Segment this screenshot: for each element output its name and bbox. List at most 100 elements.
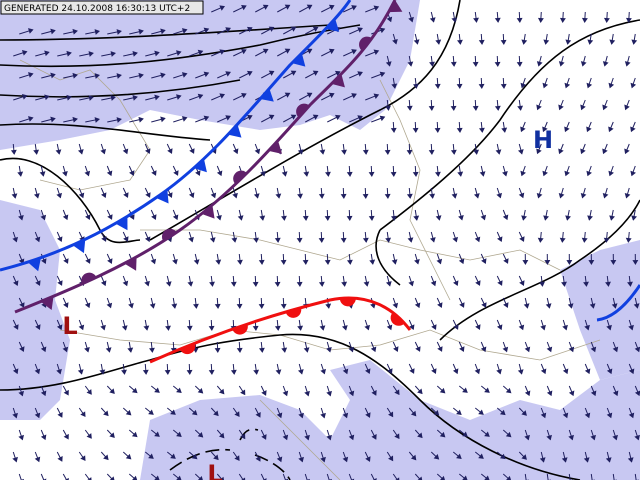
wind-arrow-head — [18, 390, 24, 397]
wind-arrow-head — [478, 39, 485, 45]
wind-arrow-head — [28, 116, 34, 122]
wind-arrow-head — [319, 325, 326, 331]
wind-arrow-head — [142, 369, 149, 375]
wind-arrow-head — [225, 27, 231, 33]
wind-arrow-head — [406, 105, 413, 111]
wind-arrow-head — [57, 280, 63, 286]
wind-arrow-head — [584, 368, 591, 375]
wind-arrow-head — [630, 126, 636, 133]
wind-arrow-head — [520, 170, 526, 177]
wind-arrow-head — [627, 457, 634, 463]
wind-arrow-head — [606, 368, 613, 375]
wind-arrow-head — [428, 149, 435, 155]
wind-arrow-head — [611, 303, 618, 309]
wind-arrow-head — [191, 409, 198, 416]
wind-arrow-head — [297, 369, 304, 375]
wind-arrow-head — [440, 475, 445, 480]
wind-arrow-head — [342, 368, 349, 375]
wind-arrow-head — [34, 456, 41, 463]
wind-arrow-head — [306, 92, 313, 98]
wind-arrow-head — [558, 61, 565, 67]
wind-arrow-head — [80, 455, 86, 462]
wind-arrow-head — [342, 412, 349, 419]
wind-arrow-head — [478, 409, 484, 415]
wind-arrow-head — [172, 258, 178, 265]
wind-arrow-head — [171, 303, 178, 309]
wind-arrow-head — [149, 347, 155, 353]
wind-arrow-head — [164, 369, 171, 375]
wind-arrow-head — [100, 280, 107, 287]
wind-arrow-head — [390, 127, 397, 133]
wind-arrow-head — [260, 170, 266, 177]
wind-arrow-head — [631, 39, 638, 45]
wind-arrow-head — [66, 94, 72, 101]
wind-arrow-head — [496, 324, 503, 331]
wind-arrow-head — [154, 431, 160, 437]
wind-arrow-head — [559, 237, 566, 243]
wind-arrow-head — [258, 259, 265, 265]
wind-arrow-head — [624, 61, 631, 67]
wind-arrow-head — [312, 26, 319, 32]
front-triangle — [268, 140, 283, 154]
front-triangle — [260, 88, 274, 102]
wind-arrow-head — [628, 412, 635, 419]
wind-arrow-head — [252, 281, 259, 287]
wind-arrow-head — [612, 390, 619, 397]
wind-arrow — [568, 473, 571, 480]
wind-arrow-head — [609, 215, 615, 221]
border — [379, 79, 451, 301]
wind-arrow-head — [379, 27, 386, 34]
wind-arrow-head — [252, 325, 259, 331]
wind-arrows — [10, 4, 640, 480]
wind-arrow-head — [302, 215, 309, 221]
wind-arrow-head — [435, 215, 442, 221]
wind-arrow-head — [605, 281, 611, 287]
wind-arrow-head — [241, 4, 247, 11]
wind-arrow-head — [478, 127, 485, 133]
wind-arrow-head — [494, 105, 501, 111]
wind-arrow-head — [542, 82, 549, 89]
wind-arrow-head — [197, 49, 204, 56]
wind-arrow-head — [186, 369, 193, 375]
wind-arrow-head — [474, 236, 481, 243]
wind-arrow-head — [254, 148, 261, 155]
wind-arrow-head — [326, 347, 332, 353]
wind-arrow-head — [21, 94, 28, 100]
front-triangle — [227, 124, 242, 138]
wind-arrow-head — [586, 82, 593, 89]
wind-arrow-head — [516, 61, 523, 67]
wind-arrow-head — [451, 17, 458, 23]
wind-arrow-head — [542, 126, 548, 133]
wind-arrow-head — [392, 38, 398, 45]
wind-arrow-head — [630, 170, 636, 177]
front-semicircle — [161, 228, 177, 242]
border — [59, 329, 601, 361]
wind-arrow-head — [154, 387, 160, 393]
isobar — [375, 229, 401, 286]
wind-arrow-head — [568, 346, 575, 353]
wind-arrow-head — [581, 237, 588, 243]
wind-arrow-head — [564, 170, 570, 177]
wind-arrow-head — [348, 346, 355, 353]
wind-arrow-head — [452, 236, 458, 243]
wind-arrow-head — [602, 193, 609, 199]
wind-arrow-head — [458, 215, 464, 221]
wind-arrow-head — [181, 116, 188, 122]
wind-arrow-head — [125, 453, 132, 460]
wind-arrow-head — [94, 29, 100, 35]
wind-arrow-head — [276, 456, 283, 463]
wind-arrow-head — [580, 104, 586, 111]
wind-arrow-head — [581, 17, 588, 23]
wind-arrow-head — [35, 324, 41, 330]
wind-arrow-head — [450, 61, 457, 67]
wind-arrow-head — [44, 94, 50, 101]
wind-arrow-head — [590, 346, 597, 353]
wind-arrow — [84, 473, 91, 480]
wind-arrow-head — [496, 192, 502, 199]
wind-arrow-head — [500, 39, 507, 45]
wind-arrow-head — [567, 303, 574, 309]
wind-arrow-head — [497, 236, 503, 243]
wind-arrow-head — [72, 116, 78, 123]
wind-arrow-head — [268, 70, 275, 76]
wind-arrow-head — [379, 115, 386, 122]
